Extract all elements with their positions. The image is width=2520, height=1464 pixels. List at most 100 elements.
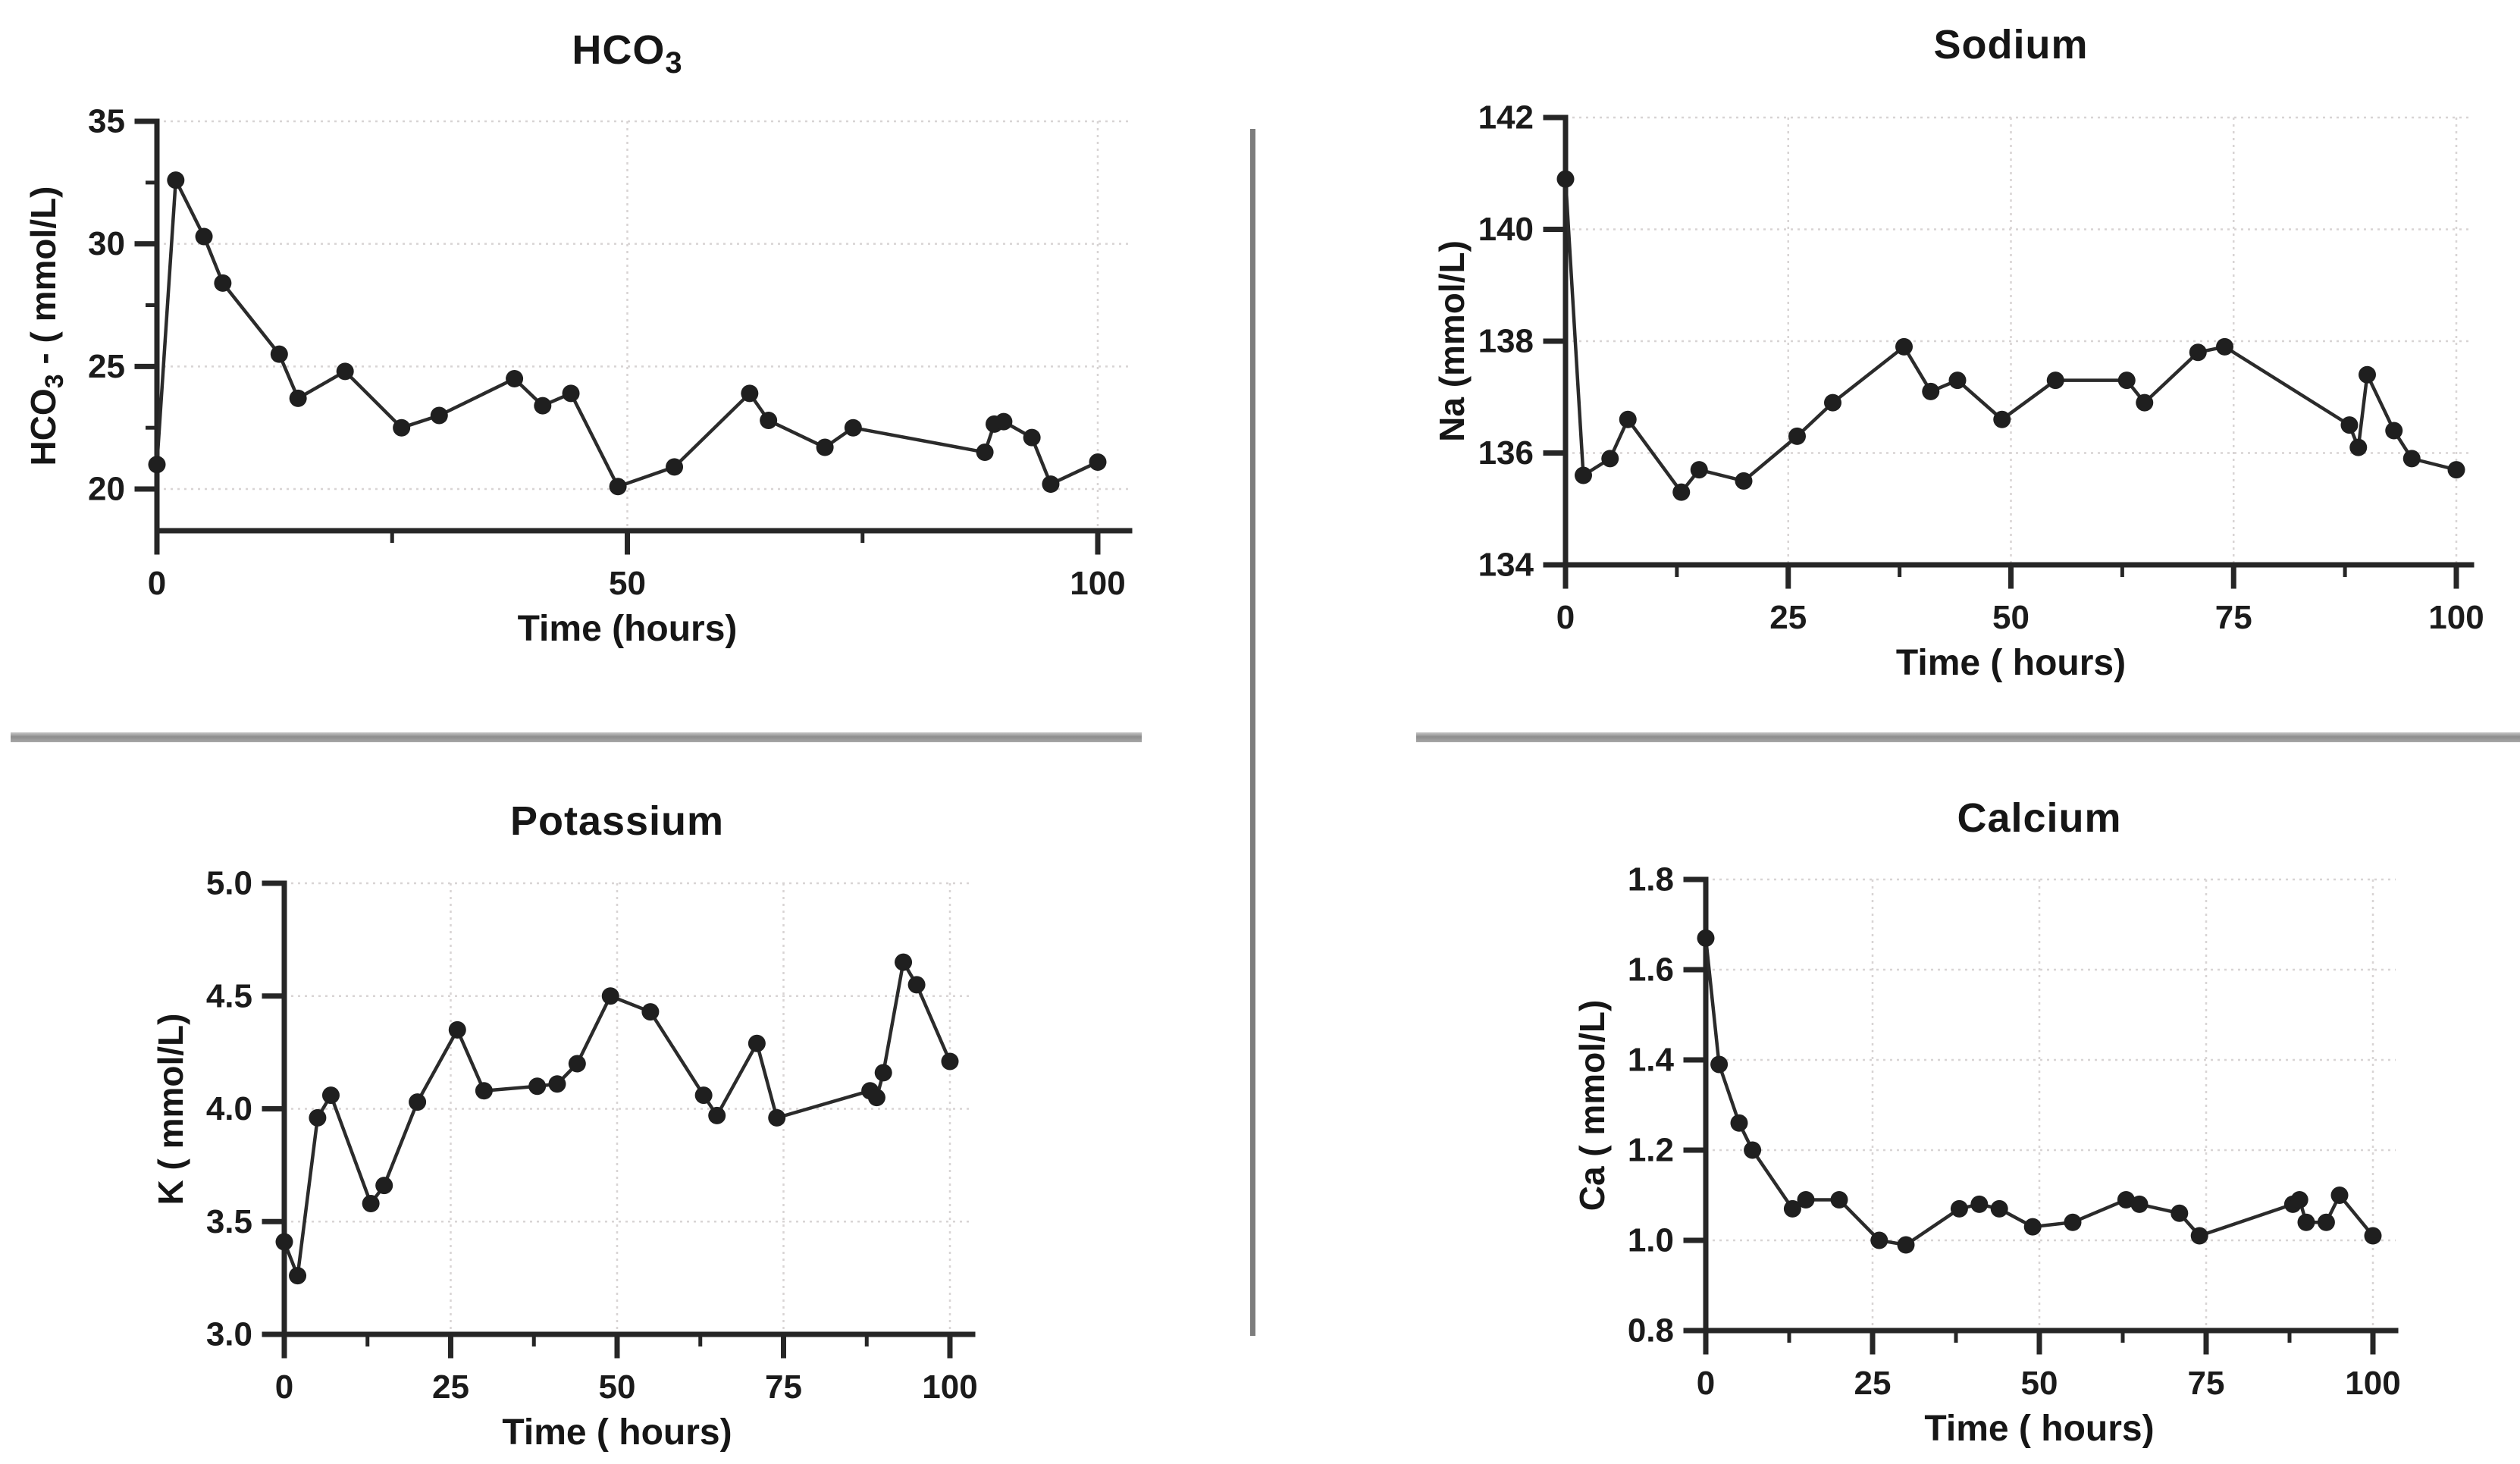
data-point	[1922, 382, 1940, 400]
divider-horizontal-left	[11, 732, 1142, 742]
y-tick-label: 3.5	[206, 1203, 252, 1240]
data-point	[289, 1267, 307, 1285]
x-axis-label-sodium: Time ( hours)	[1895, 643, 2127, 683]
data-point	[2023, 1218, 2042, 1236]
data-point	[506, 370, 524, 388]
data-point	[2402, 450, 2421, 468]
data-point	[148, 456, 166, 474]
data-series	[1556, 170, 2465, 501]
divider-horizontal-right	[1416, 732, 2520, 742]
data-point	[748, 1034, 766, 1052]
data-point	[275, 1233, 293, 1251]
data-point	[309, 1108, 327, 1127]
data-point	[976, 444, 994, 462]
plot-area-sodium: 134 136 138 140 142 0 25 50 75 100	[1478, 99, 2484, 637]
axes	[1683, 876, 2399, 1355]
plot-area-potassium: 3.0 3.5 4.0 4.5 5.0 0 25 50 75 100	[206, 865, 978, 1406]
y-tick-label: 134	[1478, 547, 1534, 584]
data-point	[214, 274, 232, 292]
data-point	[2290, 1190, 2308, 1209]
data-point	[1735, 472, 1753, 490]
chart-title-potassium: Potassium	[276, 798, 958, 851]
data-point	[1619, 410, 1637, 428]
data-point	[1697, 929, 1715, 947]
data-point	[2330, 1187, 2349, 1204]
data-point	[1730, 1114, 1748, 1132]
data-point	[907, 976, 926, 994]
y-tick-label: 1.0	[1628, 1222, 1674, 1259]
y-tick-label: 140	[1478, 211, 1534, 248]
plot-area-calcium: 0.8 1.0 1.2 1.4 1.6 1.8 0 25 50 75 100	[1628, 861, 2401, 1403]
axes	[1543, 114, 2475, 589]
x-tick-label: 50	[599, 1368, 636, 1406]
data-point	[2064, 1213, 2082, 1231]
data-point	[874, 1064, 892, 1082]
data-point	[1042, 475, 1060, 494]
data-point	[1950, 1199, 1968, 1218]
y-tick-label: 35	[88, 103, 125, 140]
data-point	[1993, 410, 2011, 428]
data-point	[1970, 1195, 1989, 1213]
y-tick-label: 5.0	[206, 865, 252, 902]
data-point	[1797, 1190, 1815, 1209]
x-tick-label: 0	[1697, 1365, 1715, 1402]
data-point	[2136, 393, 2154, 412]
axes	[134, 118, 1133, 555]
data-point	[1556, 170, 1575, 188]
tick-labels: 134 136 138 140 142 0 25 50 75 100	[1478, 99, 2484, 637]
data-point	[1601, 450, 1619, 468]
x-tick-label: 0	[148, 565, 166, 602]
chart-title-calcium: Calcium	[1698, 795, 2381, 848]
data-point	[393, 419, 411, 437]
data-point	[1710, 1055, 1729, 1074]
data-point	[2117, 1190, 2135, 1209]
data-point	[2046, 371, 2064, 390]
y-tick-label: 4.0	[206, 1090, 252, 1127]
x-tick-label: 50	[609, 565, 646, 602]
x-tick-label: 50	[2021, 1365, 2058, 1402]
y-tick-label: 1.2	[1628, 1132, 1674, 1169]
data-point	[941, 1052, 959, 1071]
chart-title-hco3: HCO3	[287, 27, 969, 80]
data-point	[2385, 422, 2403, 440]
x-tick-label: 25	[1769, 599, 1807, 636]
y-tick-label: 1.8	[1628, 861, 1674, 898]
chart-title-subscript: 3	[665, 45, 683, 80]
data-point	[1897, 1236, 1915, 1254]
data-point	[2130, 1195, 2149, 1213]
data-point	[1089, 453, 1107, 471]
data-line	[1563, 178, 2457, 494]
data-point	[2359, 365, 2376, 384]
gridlines	[1566, 116, 2471, 565]
data-point	[534, 397, 552, 415]
y-tick-label: 25	[88, 348, 125, 385]
data-point	[741, 384, 759, 403]
data-point	[1783, 1199, 1801, 1218]
data-point	[1948, 371, 1967, 390]
x-tick-label: 25	[432, 1368, 469, 1406]
x-tick-label: 75	[765, 1368, 802, 1406]
gridlines	[157, 120, 1130, 531]
chart-title-text: Potassium	[509, 798, 725, 844]
data-series	[148, 171, 1107, 496]
y-tick-label: 30	[88, 225, 125, 262]
data-point	[1895, 337, 1913, 356]
data-point	[1690, 461, 1708, 479]
data-point	[562, 384, 580, 403]
x-axis-label-calcium: Time ( hours)	[1924, 1409, 2155, 1449]
x-axis-label-hco3: Time (hours)	[517, 609, 738, 649]
data-point	[867, 1089, 885, 1107]
y-tick-label: 1.6	[1628, 951, 1674, 989]
data-point	[760, 411, 778, 429]
x-tick-label: 100	[2345, 1365, 2400, 1402]
data-point	[666, 458, 684, 476]
chart-panel-potassium: Potassium K ( mmol/L) 3.0 3.5 4.0 4.5 5.0 0 25…	[0, 743, 1251, 1464]
y-tick-label: 4.5	[206, 977, 252, 1014]
data-point	[2189, 343, 2207, 362]
x-tick-label: 100	[2428, 599, 2484, 636]
data-point	[2171, 1204, 2189, 1222]
data-point	[1672, 483, 1691, 501]
data-point	[2216, 337, 2233, 356]
data-series	[1697, 929, 2382, 1254]
